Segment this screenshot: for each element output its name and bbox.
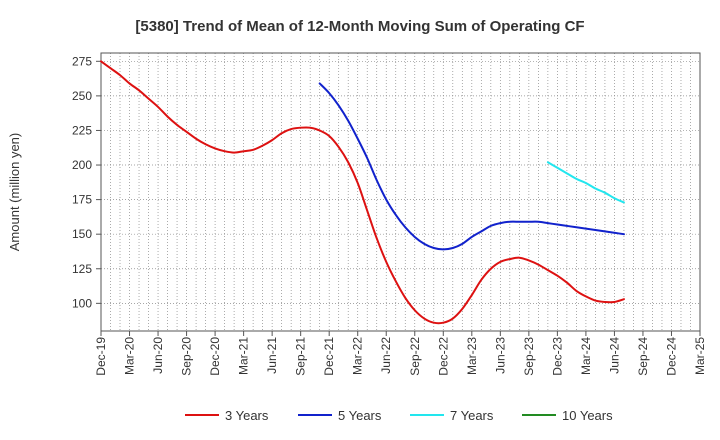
legend-item-10-years[interactable]: 10 Years — [522, 408, 613, 423]
legend-label: 10 Years — [562, 408, 613, 423]
plot-frame — [100, 52, 701, 332]
x-tick-label: Jun-20 — [151, 337, 165, 374]
x-tick-label: Dec-19 — [94, 337, 108, 376]
y-tick-label: 175 — [72, 193, 92, 207]
x-tick-label: Mar-21 — [237, 337, 251, 375]
x-tick-label: Dec-21 — [322, 337, 336, 376]
series-group — [100, 60, 625, 325]
x-tick-label: Jun-22 — [379, 337, 393, 374]
x-tick-label: Mar-25 — [693, 337, 707, 375]
x-tick-label: Jun-23 — [493, 337, 507, 374]
x-tick-label: Sep-20 — [180, 337, 194, 376]
chart-title: [5380] Trend of Mean of 12-Month Moving … — [135, 18, 584, 35]
x-tick-label: Dec-24 — [664, 337, 678, 376]
legend-item-3-years[interactable]: 3 Years — [185, 408, 269, 423]
x-tick-label: Jun-21 — [265, 337, 279, 374]
legend-label: 5 Years — [338, 408, 382, 423]
legend-item-7-years[interactable]: 7 Years — [410, 408, 494, 423]
legend-label: 3 Years — [225, 408, 269, 423]
x-tick-label: Mar-23 — [465, 337, 479, 375]
x-tick-label: Sep-23 — [522, 337, 536, 376]
x-tick-label: Dec-23 — [550, 337, 564, 376]
legend-item-5-years[interactable]: 5 Years — [298, 408, 382, 423]
series-line-7-years — [546, 161, 625, 204]
legend: 3 Years 5 Years 7 Years 10 Years — [185, 408, 613, 423]
x-tick-label: Sep-21 — [294, 337, 308, 376]
x-tick-label: Jun-24 — [607, 337, 621, 374]
x-tick-label: Mar-24 — [579, 337, 593, 375]
y-tick-label: 125 — [72, 262, 92, 276]
legend-label: 7 Years — [450, 408, 494, 423]
y-tick-label: 225 — [72, 123, 92, 137]
y-tick-label: 250 — [72, 89, 92, 103]
series-line-3-years — [100, 60, 625, 325]
y-axis: 100 125 150 175 200 225 250 275 — [72, 54, 101, 310]
x-tick-label: Dec-22 — [436, 337, 450, 376]
y-tick-label: 200 — [72, 158, 92, 172]
x-tick-label: Mar-22 — [351, 337, 365, 375]
x-tick-label: Mar-20 — [123, 337, 137, 375]
series-line-5-years — [318, 82, 625, 251]
plot-area — [101, 53, 700, 331]
y-tick-label: 150 — [72, 227, 92, 241]
y-axis-label: Amount (million yen) — [7, 133, 22, 252]
y-tick-label: 275 — [72, 54, 92, 68]
x-tick-label: Sep-22 — [408, 337, 422, 376]
x-tick-label: Dec-20 — [208, 337, 222, 376]
x-axis: Dec-19 Mar-20 Jun-20 Sep-20 Dec-20 Mar-21 Jun-… — [94, 331, 707, 376]
x-tick-label: Sep-24 — [636, 337, 650, 376]
y-tick-label: 100 — [72, 296, 92, 310]
